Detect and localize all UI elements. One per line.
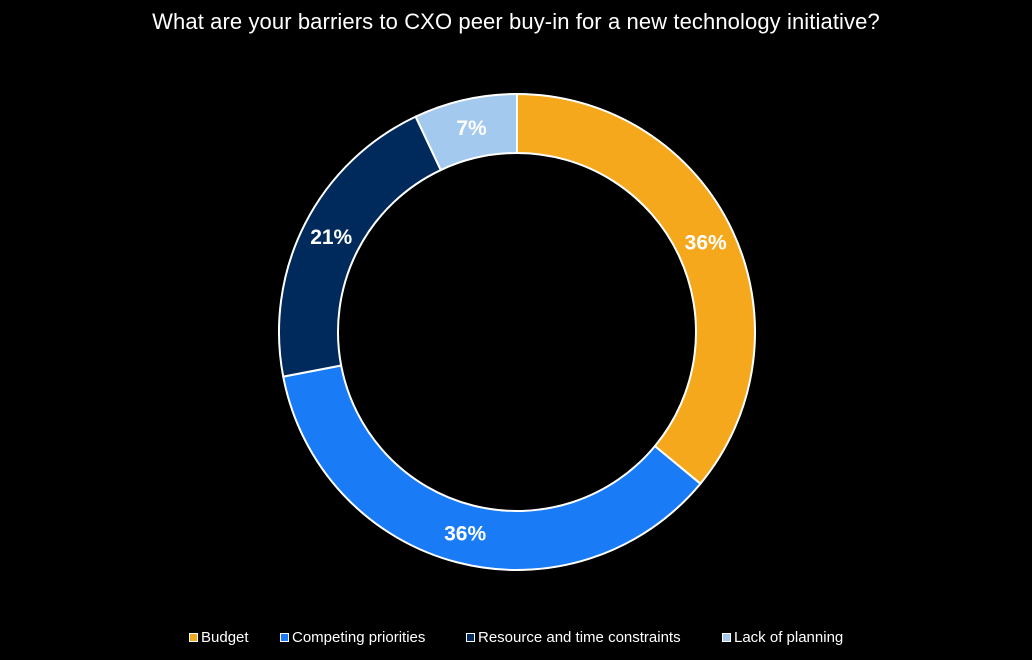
legend-label-budget: Budget	[201, 629, 249, 646]
chart-title: What are your barriers to CXO peer buy-i…	[152, 9, 880, 34]
legend-swatch-resource-and-time-constraints	[466, 633, 475, 642]
donut-chart: 36% 36% 21% 7%	[278, 93, 756, 571]
legend-item-resource-and-time-constraints: Resource and time constraints	[466, 629, 681, 646]
legend-item-budget: Budget	[189, 629, 249, 646]
legend-item-competing-priorities: Competing priorities	[280, 629, 425, 646]
donut-slice-competing-priorities	[282, 364, 702, 571]
data-label-resource-and-time-constraints: 21%	[310, 226, 352, 249]
donut-slice-budget	[516, 93, 756, 485]
data-label-competing-priorities: 36%	[444, 522, 486, 545]
data-label-budget: 36%	[685, 232, 727, 255]
legend-label-lack-of-planning: Lack of planning	[734, 629, 844, 646]
donut-slice-resource-and-time-constraints	[278, 115, 442, 378]
chart-legend: Budget Competing priorities Resource and…	[0, 629, 1032, 649]
legend-item-lack-of-planning: Lack of planning	[722, 629, 843, 646]
data-label-lack-of-planning: 7%	[456, 117, 487, 140]
donut-slice-lack-of-planning	[414, 93, 518, 172]
legend-label-resource-and-time-constraints: Resource and time constraints	[478, 629, 681, 646]
legend-label-competing-priorities: Competing priorities	[292, 629, 426, 646]
legend-swatch-lack-of-planning	[722, 633, 731, 642]
legend-swatch-competing-priorities	[280, 633, 289, 642]
legend-swatch-budget	[189, 633, 198, 642]
